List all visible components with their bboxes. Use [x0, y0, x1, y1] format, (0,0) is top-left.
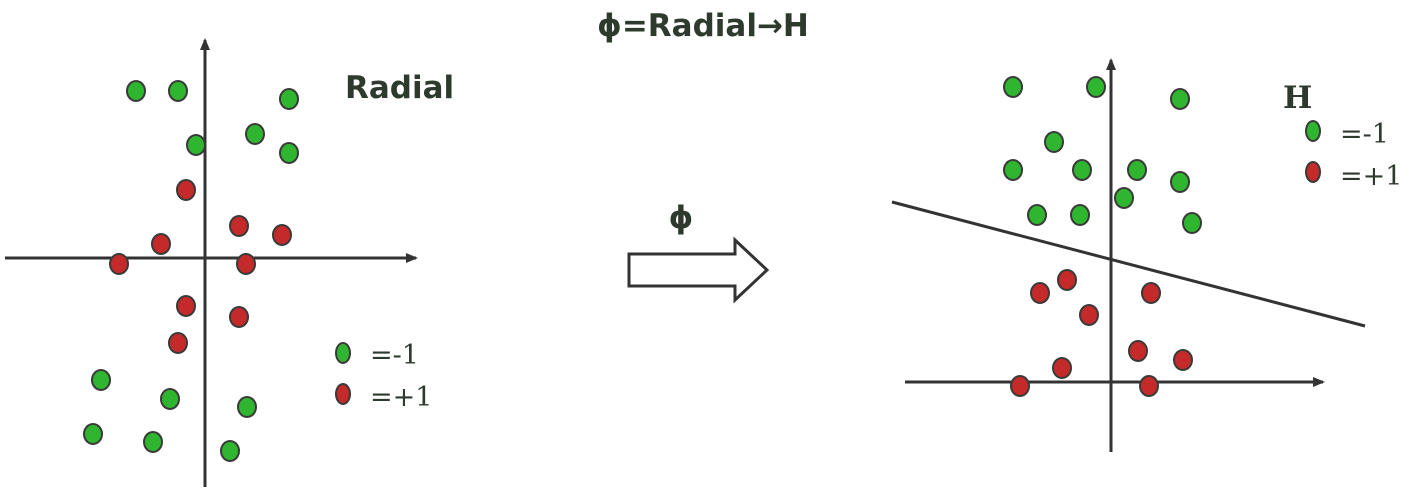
data-point-red [236, 253, 256, 275]
data-point-green [1027, 204, 1047, 226]
data-point-red [1128, 340, 1148, 362]
data-point-green [1182, 212, 1202, 234]
data-point-red [1010, 375, 1030, 397]
separating-hyperplane-line [891, 200, 1366, 328]
data-point-green [1003, 159, 1023, 181]
legend-label-minus-one: =-1 [370, 340, 419, 371]
data-point-red [1030, 282, 1050, 304]
data-point-green [186, 134, 206, 156]
data-point-green [160, 388, 180, 410]
data-point-green [245, 123, 265, 145]
data-point-red [229, 306, 249, 328]
data-point-green [143, 431, 163, 453]
legend-green-dot [335, 342, 351, 364]
hollow-arrow-icon [627, 236, 770, 304]
legend-green-dot [1305, 120, 1321, 142]
data-point-red [1052, 357, 1072, 379]
left-legend: =-1 =+1 [335, 340, 432, 413]
data-point-red [176, 295, 196, 317]
data-point-green [91, 369, 111, 391]
data-point-green [1070, 204, 1090, 226]
data-point-green [237, 396, 257, 418]
data-point-green [168, 80, 188, 102]
data-point-red [151, 233, 171, 255]
data-point-red [1139, 375, 1159, 397]
left-data-points [83, 80, 299, 462]
data-point-green [1072, 159, 1092, 181]
data-point-green [126, 80, 146, 102]
right-panel: H =-1 =+1 [891, 58, 1402, 452]
legend-label-plus-one: =+1 [1340, 161, 1402, 192]
right-legend: =-1 =+1 [1305, 119, 1402, 192]
data-point-red [1173, 349, 1193, 371]
data-point-green [1127, 159, 1147, 181]
data-point-green [83, 423, 103, 445]
data-point-green [1086, 76, 1106, 98]
legend-label-minus-one: =-1 [1340, 119, 1389, 150]
data-point-green [279, 142, 299, 164]
data-point-red [1057, 269, 1077, 291]
data-point-green [1170, 88, 1190, 110]
left-panel-label: Radial [345, 70, 454, 106]
data-point-red [1079, 304, 1099, 326]
data-point-red [1141, 282, 1161, 304]
data-point-red [272, 224, 292, 246]
data-point-green [279, 88, 299, 110]
legend-red-dot [335, 383, 351, 405]
data-point-green [1114, 187, 1134, 209]
right-panel-label: H [1283, 80, 1312, 116]
data-point-green [220, 440, 240, 462]
data-point-red [229, 215, 249, 237]
diagram-title: ϕ=Radial→H [597, 8, 809, 44]
data-point-green [1003, 76, 1023, 98]
data-point-red [176, 179, 196, 201]
mapping-arrow: ϕ [627, 200, 770, 304]
right-data-points [1003, 76, 1202, 397]
data-point-green [1170, 171, 1190, 193]
left-panel: Radial =-1 =+1 [5, 38, 454, 487]
data-point-red [168, 332, 188, 354]
mapping-phi-label: ϕ [669, 200, 694, 236]
legend-red-dot [1305, 161, 1321, 183]
legend-label-plus-one: =+1 [370, 382, 432, 413]
data-point-red [109, 253, 129, 275]
data-point-green [1044, 131, 1064, 153]
